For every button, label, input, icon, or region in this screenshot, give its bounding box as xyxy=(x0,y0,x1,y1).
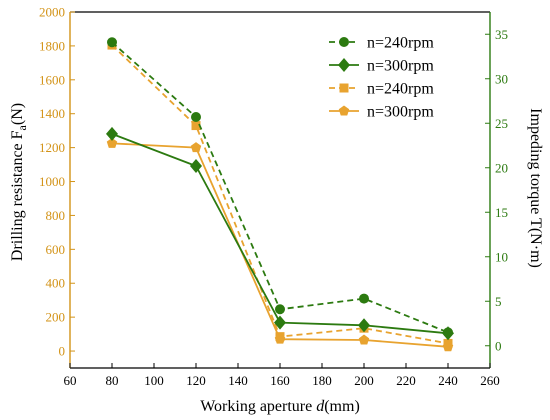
legend-label: n=240rpm xyxy=(367,81,434,98)
right-tick-label: 35 xyxy=(495,27,508,42)
legend-marker xyxy=(338,58,350,72)
data-point xyxy=(358,318,370,333)
data-point xyxy=(274,315,286,330)
right-tick-label: 5 xyxy=(495,294,502,309)
data-point xyxy=(106,137,118,148)
left-tick-label: 1000 xyxy=(39,174,65,189)
data-point xyxy=(359,293,369,304)
data-point xyxy=(190,158,202,173)
x-tick-label: 140 xyxy=(228,373,248,388)
data-point xyxy=(190,142,202,153)
data-point xyxy=(358,334,370,345)
legend-label: n=300rpm xyxy=(367,104,434,121)
right-axis-title: Impeding torque T(N·m) xyxy=(527,108,544,268)
x-tick-label: 160 xyxy=(270,373,290,388)
x-tick-label: 220 xyxy=(396,373,416,388)
x-tick-label: 200 xyxy=(354,373,374,388)
x-tick-label: 180 xyxy=(312,373,332,388)
left-tick-label: 1200 xyxy=(39,140,65,155)
left-tick-label: 0 xyxy=(59,344,66,359)
left-tick-label: 800 xyxy=(46,208,66,223)
x-tick-label: 260 xyxy=(480,373,500,388)
x-axis-title: Working aperture d(mm) xyxy=(200,398,360,415)
left-tick-label: 1800 xyxy=(39,38,65,53)
data-point xyxy=(191,121,201,131)
data-point xyxy=(442,326,454,341)
left-tick-label: 1400 xyxy=(39,106,65,121)
legend-marker xyxy=(339,83,349,93)
right-tick-label: 30 xyxy=(495,71,508,86)
x-tick-label: 80 xyxy=(106,373,119,388)
right-tick-label: 15 xyxy=(495,205,508,220)
left-tick-label: 1600 xyxy=(39,72,65,87)
x-axis-ticks: 60 80 100 120 140 160 180 200 220 240 260 xyxy=(64,363,500,388)
legend-marker xyxy=(338,105,350,116)
data-point xyxy=(106,126,118,141)
data-point xyxy=(191,112,201,123)
right-axis-ticks: 0 5 10 15 20 25 30 35 xyxy=(485,27,508,353)
data-point xyxy=(107,37,117,48)
left-tick-label: 2000 xyxy=(39,5,65,20)
x-tick-label: 240 xyxy=(438,373,458,388)
series-line xyxy=(111,133,449,335)
right-tick-label: 0 xyxy=(495,338,502,353)
data-point xyxy=(275,304,285,315)
x-tick-label: 120 xyxy=(186,373,206,388)
data-series xyxy=(106,37,454,352)
right-tick-label: 10 xyxy=(495,249,508,264)
legend-label: n=300rpm xyxy=(367,58,434,75)
left-axis-title: Drilling resistance Fa(N) xyxy=(9,103,29,261)
legend-label: n=240rpm xyxy=(367,35,434,52)
left-axis-ticks: 0 200 400 600 800 1000 1200 1400 1600 1800 2000 xyxy=(39,5,75,359)
right-tick-label: 20 xyxy=(495,160,508,175)
legend: n=240rpm n=300rpm n=240rpm n=300rpm xyxy=(329,35,434,121)
x-tick-label: 60 xyxy=(64,373,77,388)
data-point xyxy=(442,341,454,352)
left-tick-label: 400 xyxy=(46,276,66,291)
data-point xyxy=(274,333,286,344)
right-tick-label: 25 xyxy=(495,116,508,131)
x-tick-label: 100 xyxy=(144,373,164,388)
left-tick-label: 200 xyxy=(46,310,66,325)
left-tick-label: 600 xyxy=(46,242,66,257)
legend-marker xyxy=(339,37,349,47)
